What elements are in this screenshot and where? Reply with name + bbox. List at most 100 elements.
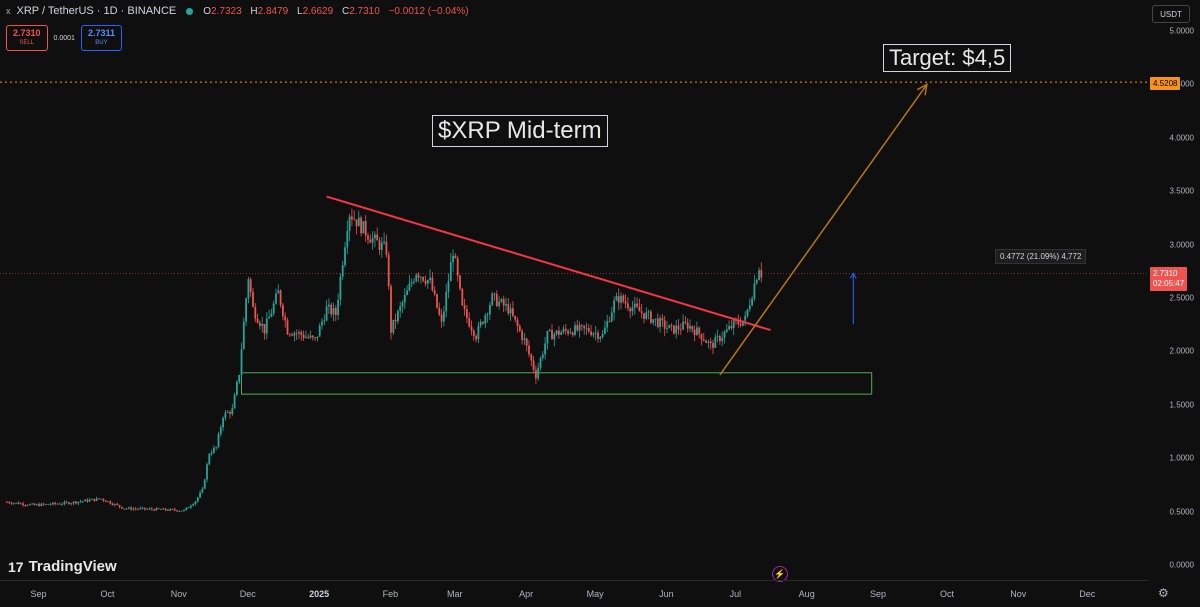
candle-body [318, 325, 321, 337]
measure-arrow-head [849, 272, 857, 279]
current-price-value: 2.7310 [1153, 269, 1178, 278]
candle-body [222, 418, 224, 428]
candle-body [415, 274, 418, 282]
candle-body [38, 504, 40, 507]
candle [123, 508, 126, 510]
chart-area[interactable]: x XRP / TetherUS · 1D · BINANCE O2.7323 … [0, 0, 1148, 582]
candle [167, 508, 169, 512]
candle [364, 215, 367, 242]
candle-body [215, 447, 218, 448]
candle-body [302, 334, 305, 338]
candle [279, 289, 282, 308]
candle [323, 314, 326, 325]
time-axis[interactable]: Sep Oct Nov Dec 2025 Feb Mar Apr May Jun Jul Aug Sep… [0, 580, 1148, 607]
candle-body [521, 330, 523, 340]
candle-body [328, 304, 330, 307]
candle [486, 312, 489, 323]
candle-body [532, 360, 535, 370]
candle-body [238, 374, 241, 383]
settings-gear-icon[interactable]: ⚙ [1158, 586, 1169, 600]
sell-button[interactable]: 2.7310 SELL [6, 25, 48, 51]
time-tick-label: Feb [382, 589, 399, 599]
candle [344, 242, 346, 268]
time-tick-label: Jun [659, 589, 674, 599]
lightning-icon[interactable]: ⚡ [772, 566, 788, 582]
candle-body [144, 507, 146, 510]
candle [684, 316, 687, 325]
candle-body [8, 502, 11, 503]
candle [459, 274, 461, 291]
candle [569, 328, 572, 335]
candle [334, 305, 337, 322]
time-tick-label: Apr [519, 589, 534, 599]
candle-body [592, 333, 595, 336]
candle-body [341, 265, 344, 277]
candle [196, 496, 199, 503]
candle-body [102, 498, 105, 501]
time-tick-label: May [586, 589, 604, 599]
candle-body [130, 507, 132, 510]
currency-button[interactable]: USDT [1152, 5, 1190, 23]
candle [670, 323, 673, 332]
candle [426, 279, 429, 290]
candle-body [268, 316, 270, 319]
price-tick-label: 5.0000 [1169, 26, 1194, 36]
candle-body [675, 325, 678, 334]
candle-body [367, 235, 369, 240]
candle [392, 319, 395, 336]
candle-body [180, 510, 183, 512]
candle [380, 236, 383, 258]
candle [52, 502, 54, 506]
price-chart[interactable] [0, 0, 1148, 580]
candle-body [601, 333, 604, 338]
candle-body [677, 325, 680, 330]
candle [378, 237, 381, 256]
candle-body [627, 303, 629, 309]
candle [691, 325, 694, 333]
candle [190, 504, 192, 510]
candle [581, 324, 583, 331]
candle-body [599, 337, 602, 339]
candle [63, 500, 66, 506]
candle [498, 296, 500, 310]
candle [601, 330, 604, 339]
candle-body [551, 329, 553, 340]
candle [284, 312, 287, 328]
buy-button[interactable]: 2.7311 BUY [80, 25, 122, 51]
candle [712, 339, 714, 355]
target-annotation[interactable]: Target: $4,5 [883, 44, 1012, 72]
candle [516, 317, 519, 333]
candle [224, 409, 227, 421]
price-axis[interactable]: USDT 5.0000 4.5000 4.0000 3.5000 3.0000 2.500… [1148, 0, 1200, 606]
candle [643, 313, 645, 324]
candle [696, 321, 698, 336]
tradingview-brand[interactable]: 17 TradingView [8, 558, 117, 575]
candle-body [369, 239, 372, 243]
candle-body [624, 301, 627, 304]
candle [663, 315, 666, 337]
candle-body [104, 500, 107, 502]
candle [206, 462, 208, 483]
candle-body [392, 319, 395, 333]
candle-body [291, 334, 293, 336]
candle [217, 431, 220, 449]
candle [100, 498, 103, 500]
candle-body [702, 339, 705, 341]
candle-body [399, 306, 402, 312]
candle [104, 500, 107, 502]
candle-body [339, 276, 342, 300]
candle [620, 292, 622, 310]
exchange-logo-icon: x [6, 6, 11, 16]
chart-title-annotation[interactable]: $XRP Mid-term [432, 115, 608, 147]
candle-body [426, 280, 429, 284]
candle-body [134, 508, 137, 510]
candle-body [716, 336, 719, 337]
candle-body [300, 332, 303, 335]
candle-body [98, 498, 100, 500]
candle [38, 502, 40, 507]
candle-body [226, 412, 229, 413]
symbol-title[interactable]: XRP / TetherUS · 1D · BINANCE [16, 5, 177, 17]
candle-body [413, 281, 415, 283]
candle [624, 294, 627, 309]
candle-body [709, 341, 712, 344]
